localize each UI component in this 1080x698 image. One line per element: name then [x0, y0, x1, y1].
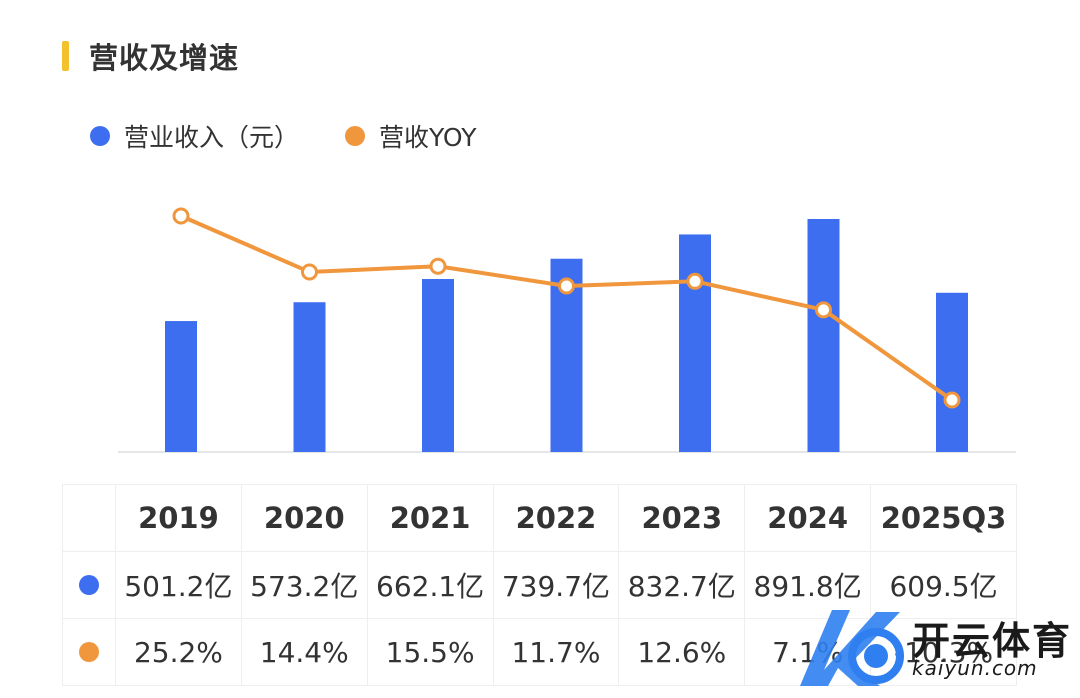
yoy-points: [172, 207, 961, 409]
revenue-bar: [422, 279, 454, 452]
title-accent-bar: [62, 41, 69, 71]
legend: 营业收入（元） 营收YOY: [90, 118, 523, 154]
table-yoy-cell: 11.7%: [492, 618, 620, 686]
table-yoy-cell: 25.2%: [115, 618, 242, 686]
table-year-cell: 2022: [492, 484, 620, 552]
watermark-logo-icon: [800, 610, 904, 686]
table-revenue-cell: 739.7亿: [492, 551, 620, 619]
table-header-row: 2019 2020 2021 2022 2023 2024 2025Q3: [62, 484, 1017, 552]
table-yoy-cell: 12.6%: [618, 618, 746, 686]
table-corner-cell: [62, 484, 116, 552]
table-row-marker-revenue: [62, 551, 116, 619]
revenue-bar: [807, 219, 840, 452]
revenue-bar: [936, 292, 968, 452]
revenue-dot-icon: [79, 574, 99, 595]
table-yoy-cell: 14.4%: [240, 618, 368, 686]
legend-item-revenue: 营业收入（元）: [90, 118, 299, 154]
yoy-point: [686, 272, 704, 290]
revenue-bar: [679, 234, 711, 452]
yoy-point: [943, 391, 961, 409]
table-year-cell: 2024: [744, 484, 872, 552]
table-year-cell: 2021: [366, 484, 494, 552]
yoy-dot-icon: [79, 641, 99, 662]
table-row-marker-yoy: [62, 618, 116, 686]
table-revenue-cell: 609.5亿: [870, 551, 1017, 619]
revenue-bar: [165, 321, 197, 452]
watermark-brand: 开云体育: [912, 619, 1073, 663]
table-year-cell: 2023: [618, 484, 746, 552]
table-year-cell: 2025Q3: [870, 484, 1017, 552]
yoy-point: [558, 277, 575, 295]
table-yoy-cell: 15.5%: [366, 618, 494, 686]
watermark-url: kaiyun.com: [912, 656, 1038, 680]
yoy-point: [815, 301, 832, 319]
yoy-point: [172, 207, 190, 225]
table-revenue-cell: 573.2亿: [240, 551, 368, 619]
revenue-bars: [165, 219, 968, 452]
chart-title-block: 营收及增速: [62, 38, 240, 75]
revenue-bar: [293, 302, 326, 452]
table-revenue-cell: 501.2亿: [115, 551, 242, 619]
table-year-cell: 2020: [240, 484, 368, 552]
yoy-point: [301, 263, 318, 281]
table-year-cell: 2019: [115, 484, 242, 552]
legend-dot-revenue: [90, 126, 110, 146]
legend-dot-yoy: [345, 126, 366, 146]
table-revenue-cell: 832.7亿: [618, 551, 746, 619]
chart-title: 营收及增速: [89, 41, 240, 75]
chart-plot: [118, 207, 1016, 453]
legend-item-yoy: 营收YOY: [345, 118, 477, 154]
yoy-point: [429, 257, 447, 275]
table-yoy-cell: -10.3%: [870, 618, 1017, 686]
legend-label-revenue: 营业收入（元）: [124, 123, 300, 152]
table-revenue-cell: 662.1亿: [366, 551, 494, 619]
legend-label-yoy: 营收YOY: [379, 123, 477, 152]
